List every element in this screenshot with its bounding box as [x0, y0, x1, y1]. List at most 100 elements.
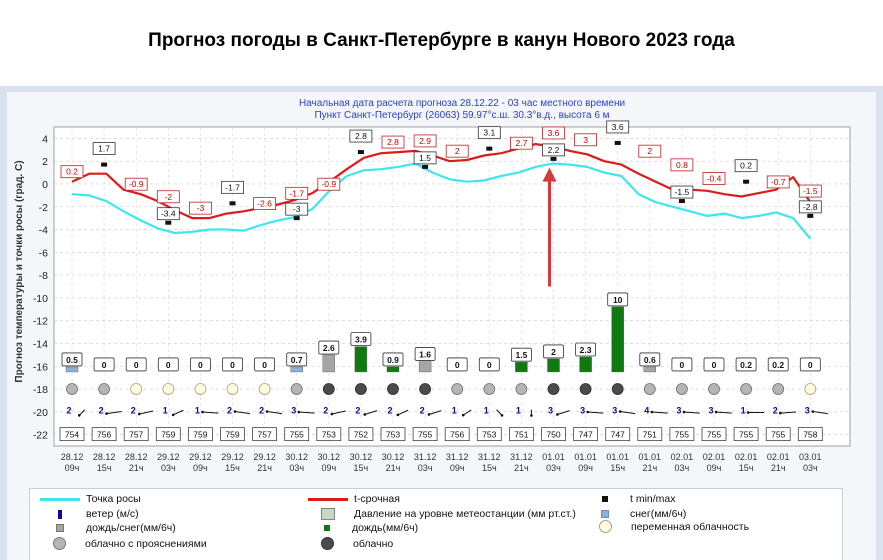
chart-panel: Начальная дата расчета прогноза 28.12.22…	[0, 86, 883, 560]
y-tick-label: -2	[39, 202, 48, 214]
pressure-box	[380, 427, 406, 442]
wind-arrow-head	[330, 412, 334, 416]
t-minmax-label: 2.8	[355, 131, 367, 141]
precip-label: 0	[680, 360, 685, 370]
y-tick-label: -4	[39, 225, 48, 237]
x-tick-date: 30.12	[350, 452, 373, 462]
t-minmax-box	[285, 202, 309, 216]
wind-arrow-head	[77, 414, 81, 417]
legend-item-rain: дождь(мм/6ч)	[308, 522, 418, 534]
precip-label-box	[735, 357, 757, 372]
x-tick-date: 01.01	[574, 452, 597, 462]
wind-arrow	[587, 411, 604, 414]
x-tick-date: 01.01	[606, 452, 629, 462]
wind-arrow	[557, 410, 570, 415]
chart-area: Начальная дата расчета прогноза 28.12.22…	[7, 92, 876, 560]
t-value-box	[702, 172, 726, 185]
precip-label: 2.6	[323, 343, 335, 353]
precip-label-box	[446, 357, 468, 372]
precip-label-box	[93, 357, 115, 372]
precip-label: 0	[455, 360, 460, 370]
t-minmax-marker	[614, 140, 621, 145]
wind-arrow	[620, 411, 636, 415]
precip-label-box	[575, 342, 596, 357]
precip-bar	[354, 346, 368, 373]
pressure-label: 754	[65, 430, 79, 440]
t-value-label: -0.7	[771, 177, 786, 187]
heading-bar: Прогноз погоды в Санкт-Петербурге в кану…	[0, 0, 883, 86]
wind-arrow-head	[618, 410, 622, 413]
wind-arrow	[331, 410, 346, 415]
t-value-box	[124, 177, 148, 191]
precip-label: 1.5	[515, 350, 527, 360]
t-minmax-box	[734, 159, 758, 173]
wind-arrow	[139, 410, 154, 415]
wind-arrow	[812, 411, 828, 415]
cloud-icon	[66, 383, 78, 395]
legend-item-wind: ветер (м/с)	[40, 508, 139, 520]
t-minmax-box	[798, 200, 822, 214]
wind-arrow-head	[427, 413, 431, 416]
precip-label-box	[382, 352, 404, 367]
wind-speed: 2	[259, 406, 264, 416]
t-value-label: 2.8	[387, 137, 399, 147]
x-tick-date: 29.12	[253, 452, 276, 462]
cloud-icon	[226, 383, 239, 395]
t-minmax-label: -1.7	[225, 182, 240, 192]
t-value-label: -1.5	[803, 186, 818, 196]
x-tick-time: 15ч	[610, 463, 625, 473]
cloud-icon	[708, 383, 720, 395]
precip-bar	[290, 366, 303, 373]
legend-label: дождь(мм/6ч)	[352, 522, 419, 534]
x-tick-date: 31.12	[446, 452, 469, 462]
precip-label-box	[350, 332, 372, 346]
legend-dew-point-swatch	[40, 497, 80, 501]
precip-label: 2.3	[580, 345, 592, 355]
y-tick-label: -12	[33, 316, 48, 328]
cloud-icon	[98, 383, 110, 395]
t-value-box	[60, 165, 84, 179]
t-minmax-label: -3.4	[161, 209, 176, 219]
wind-speed: 3	[580, 406, 585, 416]
wind-arrow-head	[363, 413, 367, 416]
t-minmax-box	[349, 129, 373, 143]
pressure-label: 757	[129, 430, 143, 440]
x-tick-time: 09ч	[450, 463, 465, 473]
t-value-box	[188, 201, 212, 215]
pressure-box	[252, 427, 278, 442]
wind-arrow-head	[396, 413, 400, 417]
pressure-label: 751	[514, 430, 528, 440]
cloud-icon	[130, 383, 143, 395]
pressure-box	[220, 427, 245, 442]
chart-subtitle-line: Начальная дата расчета прогноза 28.12.22…	[299, 98, 625, 109]
cloud-icon	[547, 383, 560, 395]
t-value-label: 3	[583, 135, 588, 145]
precip-label: 0.6	[644, 355, 656, 365]
t-minmax-marker	[550, 156, 557, 161]
t-value-label: -2.6	[257, 199, 272, 209]
wind-speed: 2	[773, 406, 778, 416]
t-value-label: -0.9	[321, 179, 336, 189]
legend-label: снег(мм/6ч)	[630, 508, 687, 520]
t-value-label: 0.8	[676, 160, 688, 170]
cloud-icon	[611, 383, 624, 395]
wind-arrow-head	[682, 410, 686, 414]
t-value-box	[445, 144, 469, 158]
pressure-box	[765, 427, 791, 442]
x-tick-time: 21ч	[514, 463, 529, 473]
precip-label: 0	[134, 360, 139, 370]
annotation-arrow-head	[542, 167, 557, 182]
t-value-box	[509, 136, 533, 150]
y-tick-label: -22	[33, 430, 48, 442]
legend-label: ветер (м/с)	[86, 508, 139, 520]
pressure-box	[123, 427, 149, 442]
pressure-box	[573, 427, 598, 442]
wind-arrow	[780, 411, 797, 414]
cloud-icon	[258, 383, 271, 395]
wind-arrow	[496, 409, 503, 416]
wind-speed: 1	[452, 406, 457, 416]
precip-bar	[611, 306, 624, 373]
wind-arrow	[267, 411, 283, 415]
precip-label: 0.7	[291, 355, 303, 365]
